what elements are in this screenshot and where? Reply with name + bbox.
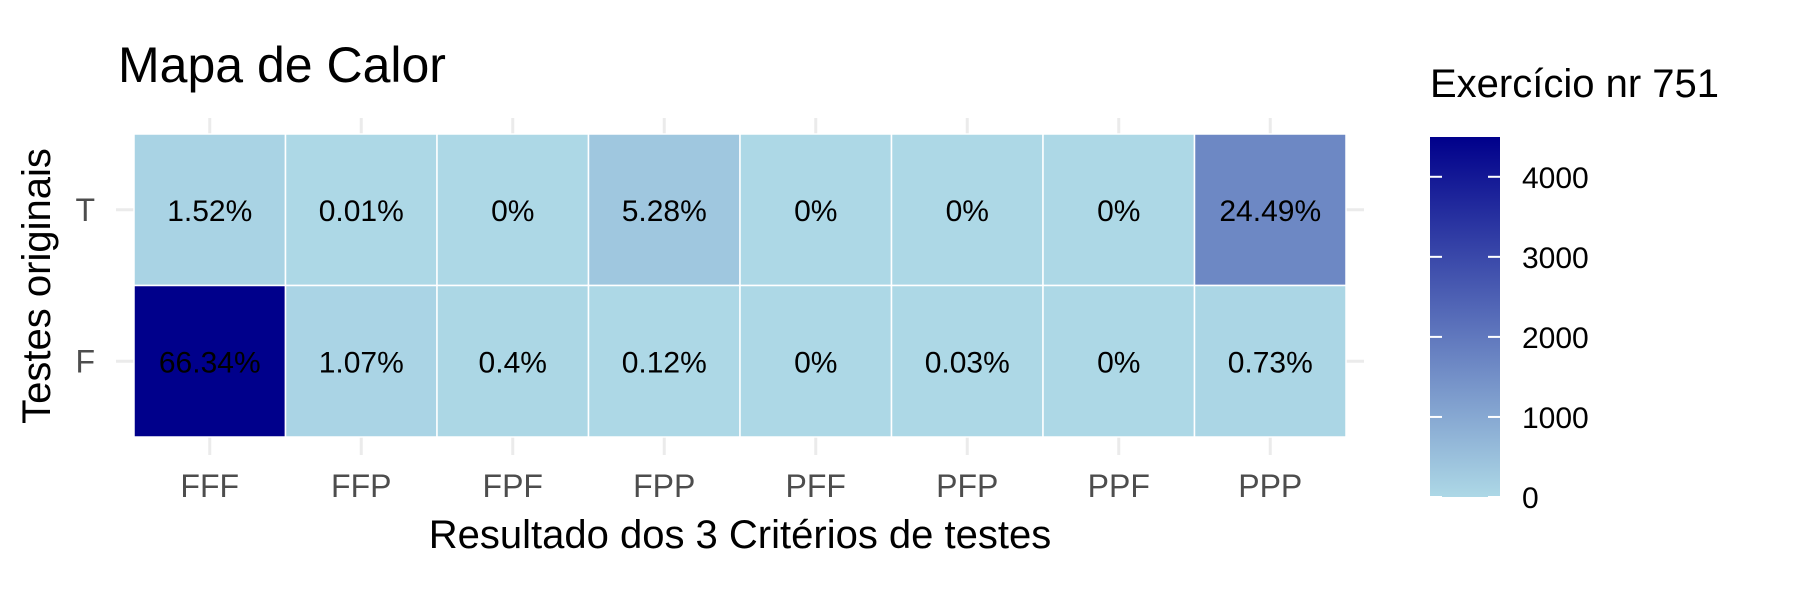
legend-tick-label: 0 — [1522, 482, 1539, 515]
x-tick-label: PFP — [936, 468, 998, 504]
legend-tick-label: 3000 — [1522, 242, 1589, 275]
legend-ticks: 0 1000 2000 3000 4000 — [1430, 162, 1589, 515]
x-axis-ticks: FFF FFP FPF FPP PFF PFP PPF PPP — [180, 468, 1302, 504]
heatmap-cell — [1042, 284, 1196, 438]
heatmap-cell — [436, 284, 590, 438]
cell-value-label: 1.07% — [319, 346, 404, 379]
x-tick-label: PFF — [786, 468, 846, 504]
heatmap-cell — [890, 133, 1044, 287]
cell-value-label: 0.03% — [925, 346, 1010, 379]
cell-value-label: 1.52% — [167, 195, 252, 228]
heatmap-cell — [284, 284, 438, 438]
heatmap-cell — [739, 284, 893, 438]
heatmap-cell-labels: 1.52% 0.01% 0% 5.28% 0% 0% 0% 24.49% 66.34% 1.07%… — [159, 195, 1321, 380]
heatmap-cell — [587, 133, 741, 287]
y-tick-label: T — [75, 192, 95, 228]
heatmap-cells — [133, 133, 1347, 438]
heatmap-cell — [739, 133, 893, 287]
legend-colorbar — [1430, 137, 1500, 497]
cell-value-label: 24.49% — [1219, 195, 1321, 228]
cell-value-label: 0.01% — [319, 195, 404, 228]
cell-value-label: 0% — [794, 346, 837, 379]
x-tick-label: FPP — [633, 468, 695, 504]
cell-value-label: 0% — [794, 195, 837, 228]
x-tick-label: PPF — [1088, 468, 1150, 504]
legend-tick-label: 4000 — [1522, 162, 1589, 195]
heatmap-cell — [1193, 133, 1347, 287]
heatmap-cell — [1042, 133, 1196, 287]
x-tick-label: FPF — [483, 468, 543, 504]
cell-value-label: 5.28% — [622, 195, 707, 228]
x-axis-title: Resultado dos 3 Critérios de testes — [429, 513, 1052, 557]
legend-tick-label: 2000 — [1522, 322, 1589, 355]
heatmap-cell — [133, 284, 287, 438]
legend-title: Exercício nr 751 — [1430, 62, 1719, 106]
chart-title: Mapa de Calor — [118, 37, 446, 93]
cell-value-label: 0.4% — [479, 346, 547, 379]
heatmap-cell — [284, 133, 438, 287]
cell-value-label: 66.34% — [159, 346, 261, 379]
legend-tick-label: 1000 — [1522, 402, 1589, 435]
x-tick-label: FFF — [180, 468, 239, 504]
cell-value-label: 0% — [491, 195, 534, 228]
x-tick-label: FFP — [331, 468, 391, 504]
cell-value-label: 0% — [1097, 346, 1140, 379]
y-axis-ticks: TF — [75, 192, 95, 380]
y-tick-label: F — [75, 343, 95, 379]
y-axis-title: Testes originais — [15, 148, 59, 424]
heatmap-cell — [587, 284, 741, 438]
heatmap-cell — [1193, 284, 1347, 438]
cell-value-label: 0.12% — [622, 346, 707, 379]
cell-value-label: 0.73% — [1228, 346, 1313, 379]
x-tick-label: PPP — [1238, 468, 1302, 504]
heatmap-cell — [890, 284, 1044, 438]
cell-value-label: 0% — [1097, 195, 1140, 228]
cell-value-label: 0% — [946, 195, 989, 228]
